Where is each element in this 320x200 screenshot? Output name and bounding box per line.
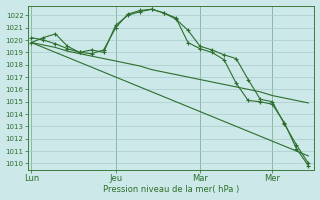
X-axis label: Pression niveau de la mer( hPa ): Pression niveau de la mer( hPa ) [103, 185, 239, 194]
